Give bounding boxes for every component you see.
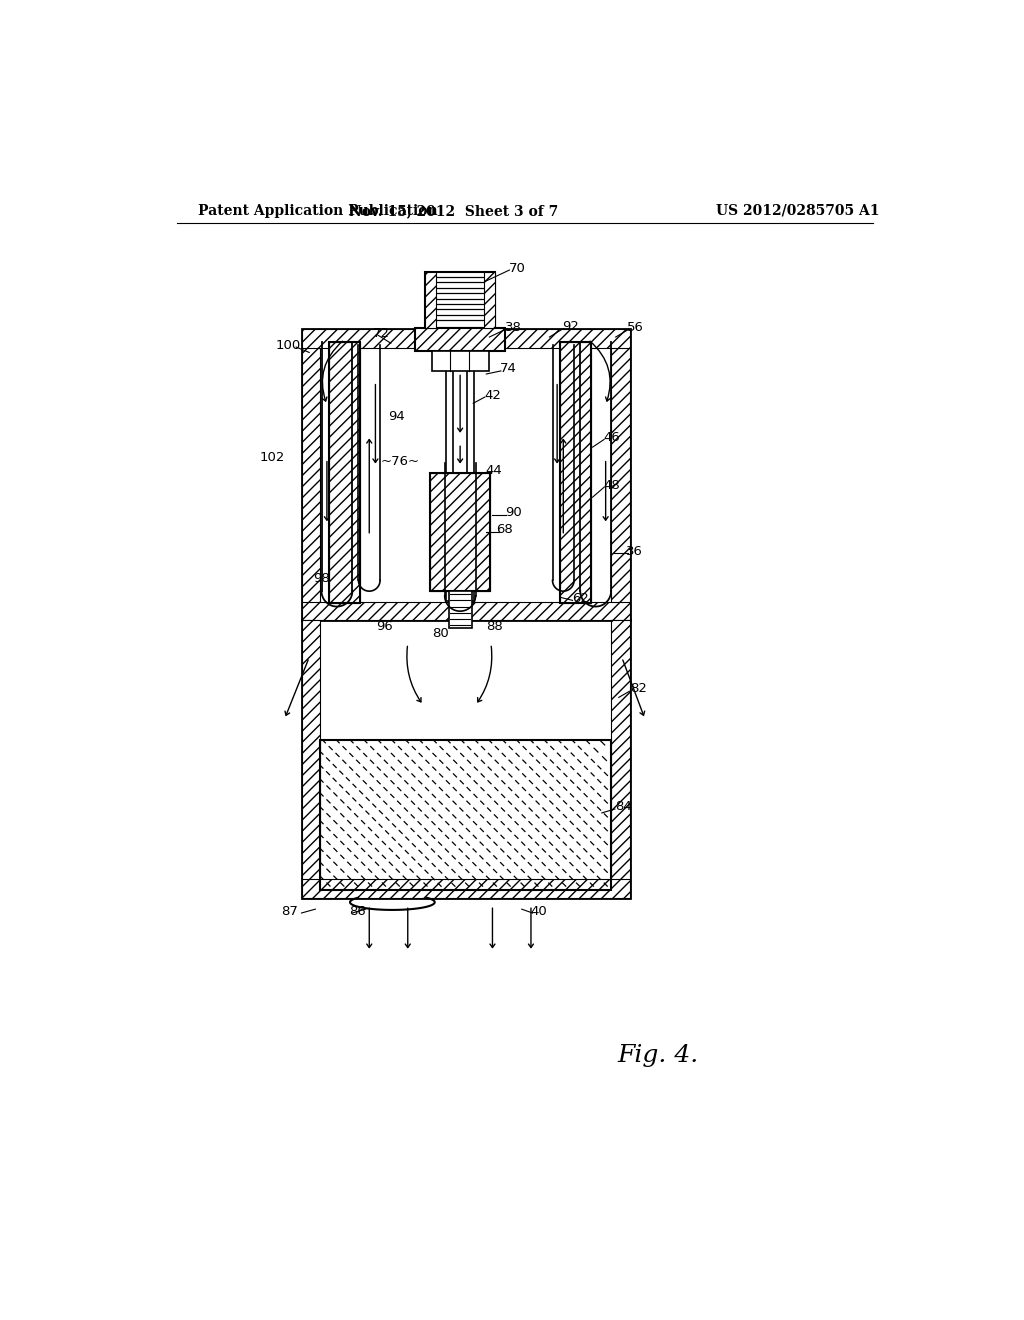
Text: 98: 98	[313, 572, 330, 585]
Text: 46: 46	[603, 430, 621, 444]
Text: 36: 36	[627, 545, 643, 557]
Text: 70: 70	[509, 261, 525, 275]
Bar	[430, 473, 490, 591]
Text: Patent Application Publication: Patent Application Publication	[199, 203, 438, 218]
Bar	[330, 342, 360, 603]
Text: 68: 68	[497, 523, 513, 536]
Bar	[560, 342, 591, 603]
Text: 87: 87	[281, 906, 298, 917]
Text: 90: 90	[505, 506, 521, 519]
Bar	[484, 272, 495, 327]
Text: 40: 40	[530, 906, 547, 917]
Text: 92: 92	[562, 319, 580, 333]
Text: 84: 84	[615, 800, 632, 813]
Text: 56: 56	[628, 321, 644, 334]
Text: 38: 38	[505, 321, 521, 334]
Bar	[301, 879, 630, 898]
Text: Fig. 4.: Fig. 4.	[617, 1044, 698, 1067]
Text: 42: 42	[484, 389, 501, 403]
Text: 88: 88	[486, 620, 503, 634]
Text: 74: 74	[500, 362, 516, 375]
Bar	[446, 351, 454, 601]
Text: 96: 96	[376, 620, 393, 634]
Bar	[319, 739, 611, 890]
Text: ~76~: ~76~	[381, 454, 420, 467]
Bar	[330, 342, 360, 603]
Text: 86: 86	[349, 906, 367, 917]
Bar	[301, 330, 319, 620]
Bar	[301, 330, 630, 348]
Bar	[611, 620, 630, 898]
Text: 72: 72	[373, 327, 390, 341]
Bar	[301, 620, 630, 898]
Bar	[430, 473, 490, 591]
Bar	[301, 620, 319, 898]
Text: 102: 102	[259, 450, 285, 463]
Text: 82: 82	[631, 681, 647, 694]
Text: 94: 94	[388, 409, 404, 422]
Text: 44: 44	[485, 463, 503, 477]
Text: 48: 48	[603, 479, 621, 492]
Text: Nov. 15, 2012  Sheet 3 of 7: Nov. 15, 2012 Sheet 3 of 7	[349, 203, 558, 218]
Bar	[416, 327, 505, 351]
Text: 62: 62	[572, 593, 590, 606]
Text: US 2012/0285705 A1: US 2012/0285705 A1	[716, 203, 880, 218]
Bar	[425, 272, 495, 327]
Bar	[301, 330, 630, 620]
Text: 100: 100	[275, 339, 301, 352]
Bar	[425, 272, 436, 327]
Bar	[560, 342, 591, 603]
Bar	[301, 602, 630, 620]
Bar	[449, 591, 472, 628]
Bar	[467, 351, 474, 601]
Text: 80: 80	[432, 627, 450, 640]
Bar	[611, 330, 630, 620]
Bar	[432, 351, 488, 371]
